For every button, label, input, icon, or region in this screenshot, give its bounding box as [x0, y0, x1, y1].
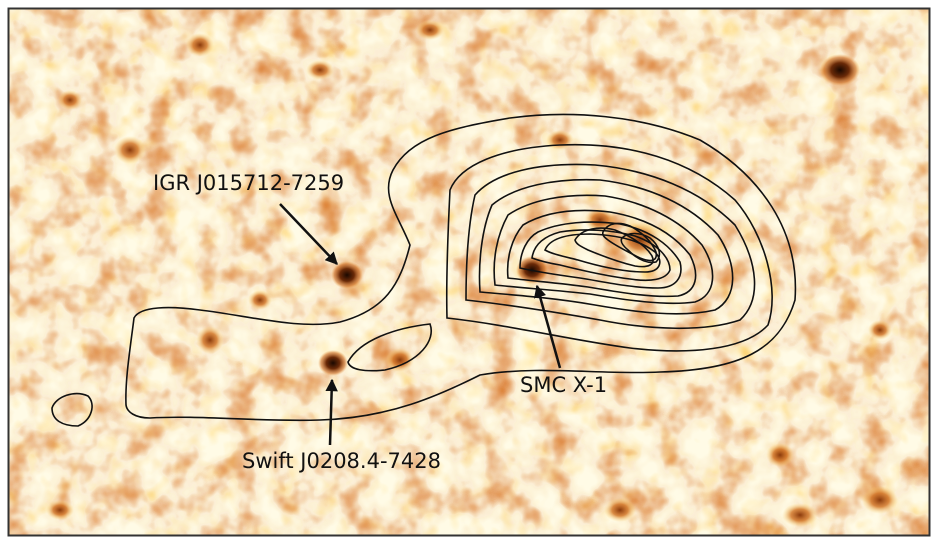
spot [546, 130, 574, 150]
spot [766, 443, 794, 467]
contour-3 [465, 163, 756, 330]
spot [416, 20, 444, 40]
spot [306, 60, 334, 80]
contour-outer [125, 113, 797, 422]
contours [51, 113, 797, 427]
spot [782, 503, 818, 527]
spot [114, 136, 146, 164]
contour-inner-island [347, 323, 432, 372]
arrow-swift [325, 378, 338, 446]
spot [248, 290, 272, 310]
contour-8 [531, 229, 671, 282]
contour-10 [574, 227, 654, 268]
label-igr: IGR J015712-7259 [153, 171, 344, 195]
spot [820, 54, 860, 86]
contour-9 [543, 233, 661, 273]
spot [58, 90, 82, 110]
source-swift [318, 350, 348, 376]
source-igr [331, 261, 363, 289]
contour-2 [445, 143, 773, 352]
bright-spots [46, 20, 898, 527]
contour-7 [519, 221, 682, 289]
contour-small-island [51, 392, 93, 427]
spot [186, 33, 214, 57]
spot [386, 348, 414, 372]
spot [862, 486, 898, 514]
label-swift: Swift J0208.4-7428 [242, 449, 441, 473]
contour-5 [493, 194, 714, 305]
label-smc: SMC X-1 [520, 373, 607, 397]
arrow-igr [279, 203, 338, 265]
contour-11 [601, 222, 658, 262]
contour-peak [620, 232, 661, 264]
spot [868, 320, 892, 340]
arrow-smc [534, 284, 562, 369]
spot [196, 326, 224, 354]
spot [46, 500, 74, 520]
contour-4 [478, 178, 734, 315]
contour-6 [506, 209, 697, 298]
image-frame [7, 7, 931, 537]
spot [604, 498, 636, 522]
